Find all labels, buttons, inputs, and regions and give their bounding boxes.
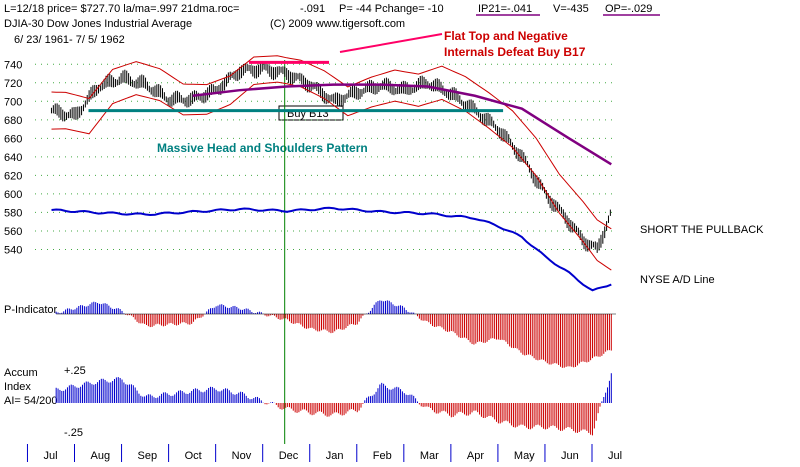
short-pullback-label: SHORT THE PULLBACK (640, 224, 764, 236)
month-axis: Jul Aug Sep Oct Nov Dec Jan Feb Mar Apr May Jun Jul (26, 444, 622, 462)
header-copyright: (C) 2009 www.tigersoft.com (270, 18, 405, 30)
x-tick-label: Feb (373, 450, 392, 462)
y-tick-label: 660 (4, 133, 22, 145)
header-title: DJIA-30 Dow Jones Industrial Average (4, 18, 192, 30)
y-tick-label: 700 (4, 96, 22, 108)
head-shoulders-label: Massive Head and Shoulders Pattern (157, 141, 368, 155)
flat-top-label-line1: Flat Top and Negative (444, 29, 568, 43)
ma200-line (192, 83, 612, 166)
y-tick-label: 560 (4, 226, 22, 238)
accum-plus-tick: +.25 (64, 365, 86, 377)
price-grid (35, 63, 616, 250)
x-tick-label: Jan (326, 450, 344, 462)
header-op-value: OP=-.029 (605, 3, 652, 15)
x-tick-label: Aug (91, 450, 111, 462)
x-tick-label: Jun (561, 450, 579, 462)
accum-label-line3: AI= 54/200 (4, 395, 58, 407)
y-tick-label: 740 (4, 59, 22, 71)
y-tick-label: 540 (4, 244, 22, 256)
x-tick-label: Jul (608, 450, 622, 462)
p-indicator-label: P-Indicator (4, 304, 58, 316)
accum-minus-tick: -.25 (64, 427, 83, 439)
y-tick-label: 640 (4, 152, 22, 164)
header-date-range: 6/ 23/ 1961- 7/ 5/ 1962 (14, 34, 125, 46)
y-tick-label: 720 (4, 78, 22, 90)
price-y-ticks: 540 560 580 600 620 640 660 680 700 720 740 (4, 59, 22, 256)
flat-top-pointer (339, 33, 443, 53)
upper-band (51, 55, 612, 230)
nyse-ad-label: NYSE A/D Line (640, 274, 715, 286)
y-tick-label: 600 (4, 189, 22, 201)
x-tick-label: Dec (279, 450, 299, 462)
y-tick-label: 680 (4, 115, 22, 127)
flat-top-label-line2: Internals Defeat Buy B17 (444, 45, 586, 59)
accum-label-line1: Accum (4, 367, 38, 379)
y-tick-label: 620 (4, 170, 22, 182)
header-v-value: V=-435 (553, 3, 589, 15)
lower-band (51, 81, 612, 271)
header-line1-mid: P= -44 Pchange= -10 (339, 3, 444, 15)
x-tick-label: Apr (467, 450, 484, 462)
x-tick-label: Sep (138, 450, 158, 462)
x-tick-label: May (514, 450, 535, 462)
x-tick-label: Mar (420, 450, 439, 462)
ad-line (51, 206, 612, 292)
chart-series (50, 55, 616, 444)
header-line1-left: L=12/18 price= $727.70 la/ma=.997 21dma.… (4, 3, 239, 15)
x-tick-label: Jul (43, 450, 57, 462)
accum-label-line2: Index (4, 381, 31, 393)
x-tick-label: Nov (232, 450, 252, 462)
y-tick-label: 580 (4, 207, 22, 219)
x-tick-label: Oct (185, 450, 202, 462)
header-ip21-value: IP21=-.041 (478, 3, 532, 15)
header-roc-value: -.091 (300, 3, 325, 15)
